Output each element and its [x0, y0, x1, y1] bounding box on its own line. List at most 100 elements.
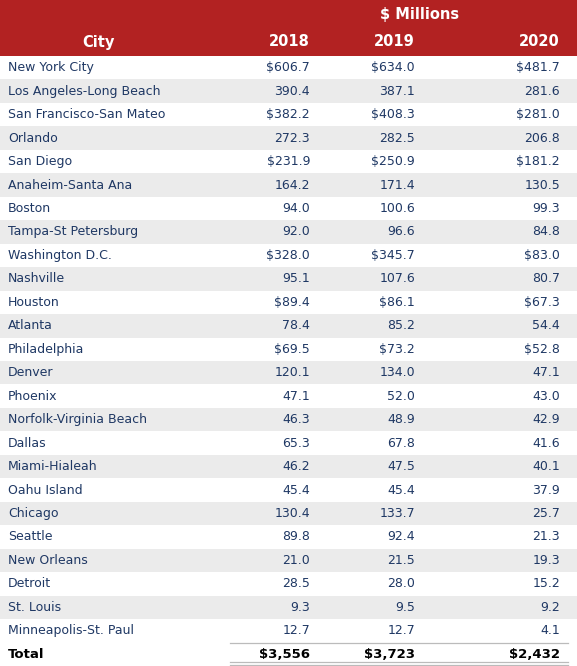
Text: 2018: 2018 [269, 35, 310, 49]
Text: San Francisco-San Mateo: San Francisco-San Mateo [8, 108, 166, 121]
Text: 21.5: 21.5 [387, 554, 415, 567]
Text: Washington D.C.: Washington D.C. [8, 249, 112, 262]
Text: Boston: Boston [8, 202, 51, 215]
Bar [0, 0, 577, 56]
Text: 94.0: 94.0 [282, 202, 310, 215]
Text: Atlanta: Atlanta [8, 319, 53, 332]
Text: 130.4: 130.4 [275, 507, 310, 520]
Bar [0, 595, 577, 619]
Text: 282.5: 282.5 [379, 132, 415, 145]
Text: 47.1: 47.1 [282, 390, 310, 403]
Text: Denver: Denver [8, 366, 54, 379]
Text: 171.4: 171.4 [379, 178, 415, 192]
Bar [0, 220, 577, 244]
Text: 96.6: 96.6 [387, 226, 415, 238]
Text: Anaheim-Santa Ana: Anaheim-Santa Ana [8, 178, 132, 192]
Text: 9.3: 9.3 [290, 601, 310, 614]
Text: St. Louis: St. Louis [8, 601, 61, 614]
Text: $ Millions: $ Millions [380, 7, 459, 21]
Text: City: City [82, 35, 114, 49]
Text: 25.7: 25.7 [532, 507, 560, 520]
Text: $181.2: $181.2 [516, 155, 560, 168]
Text: 134.0: 134.0 [379, 366, 415, 379]
Text: $67.3: $67.3 [524, 296, 560, 309]
Bar [0, 338, 577, 361]
Text: 120.1: 120.1 [275, 366, 310, 379]
Text: 37.9: 37.9 [532, 484, 560, 497]
Bar [0, 79, 577, 103]
Text: 9.2: 9.2 [540, 601, 560, 614]
Text: Philadelphia: Philadelphia [8, 343, 84, 356]
Bar [0, 196, 577, 220]
Text: Los Angeles-Long Beach: Los Angeles-Long Beach [8, 85, 160, 98]
Text: 19.3: 19.3 [533, 554, 560, 567]
Text: Houston: Houston [8, 296, 60, 309]
Text: 47.1: 47.1 [532, 366, 560, 379]
Text: $2,432: $2,432 [509, 648, 560, 661]
Text: 95.1: 95.1 [282, 272, 310, 286]
Text: 67.8: 67.8 [387, 437, 415, 450]
Bar [0, 361, 577, 384]
Text: 9.5: 9.5 [395, 601, 415, 614]
Text: 21.3: 21.3 [533, 530, 560, 543]
Text: 387.1: 387.1 [379, 85, 415, 98]
Bar [0, 314, 577, 338]
Text: 4.1: 4.1 [540, 624, 560, 637]
Text: 2020: 2020 [519, 35, 560, 49]
Bar [0, 290, 577, 314]
Text: 28.5: 28.5 [282, 577, 310, 590]
Text: 84.8: 84.8 [532, 226, 560, 238]
Text: 45.4: 45.4 [387, 484, 415, 497]
Bar [0, 56, 577, 79]
Text: Phoenix: Phoenix [8, 390, 58, 403]
Text: 43.0: 43.0 [532, 390, 560, 403]
Text: Chicago: Chicago [8, 507, 58, 520]
Text: Detroit: Detroit [8, 577, 51, 590]
Text: $382.2: $382.2 [267, 108, 310, 121]
Text: $281.0: $281.0 [516, 108, 560, 121]
Text: $3,723: $3,723 [364, 648, 415, 661]
Text: 46.3: 46.3 [282, 413, 310, 426]
Bar [0, 455, 577, 478]
Text: 41.6: 41.6 [533, 437, 560, 450]
Text: Norfolk-Virginia Beach: Norfolk-Virginia Beach [8, 413, 147, 426]
Bar [0, 408, 577, 432]
Text: $52.8: $52.8 [524, 343, 560, 356]
Text: $86.1: $86.1 [379, 296, 415, 309]
Text: 281.6: 281.6 [524, 85, 560, 98]
Text: 92.0: 92.0 [282, 226, 310, 238]
Text: 78.4: 78.4 [282, 319, 310, 332]
Text: Total: Total [8, 648, 44, 661]
Text: 48.9: 48.9 [387, 413, 415, 426]
Text: $606.7: $606.7 [266, 61, 310, 74]
Bar [0, 173, 577, 196]
Bar [0, 384, 577, 408]
Text: 21.0: 21.0 [282, 554, 310, 567]
Text: $3,556: $3,556 [259, 648, 310, 661]
Text: $345.7: $345.7 [371, 249, 415, 262]
Text: $83.0: $83.0 [524, 249, 560, 262]
Text: 85.2: 85.2 [387, 319, 415, 332]
Bar [0, 549, 577, 572]
Text: 164.2: 164.2 [275, 178, 310, 192]
Text: 52.0: 52.0 [387, 390, 415, 403]
Text: $481.7: $481.7 [516, 61, 560, 74]
Text: Dallas: Dallas [8, 437, 47, 450]
Text: Oahu Island: Oahu Island [8, 484, 83, 497]
Text: 92.4: 92.4 [387, 530, 415, 543]
Text: 100.6: 100.6 [379, 202, 415, 215]
Text: Minneapolis-St. Paul: Minneapolis-St. Paul [8, 624, 134, 637]
Bar [0, 525, 577, 549]
Text: 54.4: 54.4 [532, 319, 560, 332]
Text: 42.9: 42.9 [533, 413, 560, 426]
Bar [0, 267, 577, 290]
Text: 89.8: 89.8 [282, 530, 310, 543]
Bar [0, 501, 577, 525]
Text: Tampa-St Petersburg: Tampa-St Petersburg [8, 226, 138, 238]
Text: $328.0: $328.0 [266, 249, 310, 262]
Text: 272.3: 272.3 [275, 132, 310, 145]
Text: New Orleans: New Orleans [8, 554, 88, 567]
Text: 107.6: 107.6 [379, 272, 415, 286]
Text: Nashville: Nashville [8, 272, 65, 286]
Text: New York City: New York City [8, 61, 94, 74]
